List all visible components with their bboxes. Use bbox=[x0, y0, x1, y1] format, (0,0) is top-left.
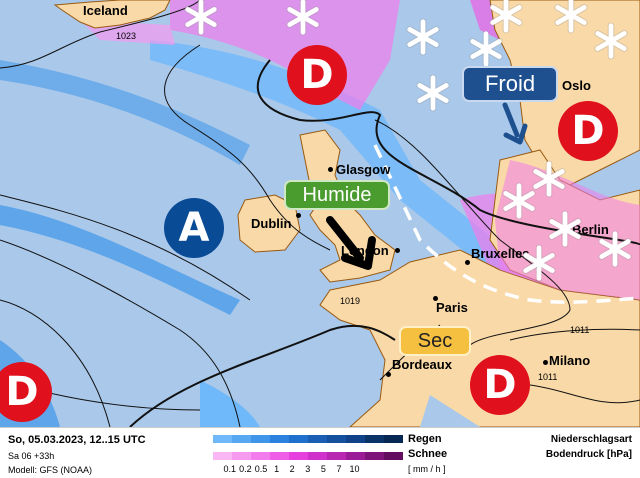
legend-title-pressure: Bodendruck [hPa] bbox=[545, 449, 632, 460]
city-label-milano: Milano bbox=[549, 353, 591, 368]
rain-color-scale bbox=[213, 435, 403, 443]
scale-swatch bbox=[308, 435, 327, 443]
city-dot bbox=[433, 296, 438, 301]
forecast-run: Sa 06 +33h bbox=[8, 451, 55, 461]
legend-panel: So, 05.03.2023, 12..15 UTC Sa 06 +33h Mo… bbox=[0, 427, 640, 478]
snow-color-scale bbox=[213, 452, 403, 460]
snow-icon bbox=[592, 22, 630, 60]
city-label-oslo: Oslo bbox=[562, 78, 591, 93]
forecast-date: So, 05.03.2023, 12..15 UTC bbox=[8, 434, 146, 446]
city-dot bbox=[465, 260, 470, 265]
snow-label: Schnee bbox=[408, 448, 448, 460]
city-dot bbox=[543, 360, 548, 365]
snow-icon bbox=[414, 74, 452, 112]
snow-icon bbox=[182, 0, 220, 36]
scale-tick: 0.5 bbox=[254, 464, 268, 474]
city-label-dublin: Dublin bbox=[251, 216, 292, 231]
snow-icon bbox=[487, 0, 525, 34]
scale-tick: 1 bbox=[274, 464, 280, 474]
scale-swatch bbox=[270, 452, 289, 460]
low-pressure-marker: D bbox=[470, 355, 530, 415]
scale-tick: 7 bbox=[336, 464, 342, 474]
scale-tick: 2 bbox=[289, 464, 295, 474]
unit-label: [ mm / h ] bbox=[408, 464, 446, 474]
city-dot bbox=[328, 167, 333, 172]
dry-badge: Sec bbox=[399, 326, 471, 356]
city-label-bordeaux: Bordeaux bbox=[392, 357, 452, 372]
scale-swatch bbox=[270, 435, 289, 443]
low-pressure-marker: D bbox=[0, 362, 52, 422]
scale-swatch bbox=[213, 452, 232, 460]
scale-swatch bbox=[289, 452, 308, 460]
city-dot bbox=[296, 213, 301, 218]
city-label-iceland: Iceland bbox=[83, 3, 128, 18]
isobar-label: 1011 bbox=[570, 325, 590, 335]
scale-swatch bbox=[346, 435, 365, 443]
isobar-label: 1019 bbox=[340, 296, 361, 306]
snow-icon bbox=[546, 210, 584, 248]
scale-swatch bbox=[251, 452, 270, 460]
low-pressure-marker: D bbox=[558, 101, 618, 161]
scale-swatch bbox=[327, 452, 346, 460]
scale-swatch bbox=[365, 452, 384, 460]
scale-tick: 5 bbox=[320, 464, 326, 474]
scale-swatch bbox=[365, 435, 384, 443]
snow-icon bbox=[500, 182, 538, 220]
cold-badge: Froid bbox=[462, 66, 558, 102]
snow-icon bbox=[284, 0, 322, 36]
low-pressure-marker: D bbox=[287, 45, 347, 105]
isobar-label: 1011 bbox=[538, 372, 558, 382]
city-dot bbox=[395, 248, 400, 253]
weather-map: Iceland 1023 Glasgow Dublin London Bruxe… bbox=[0, 0, 640, 427]
city-dot bbox=[386, 372, 391, 377]
scale-ticks: 0.1 0.2 0.5 1 2 3 5 7 10 bbox=[222, 464, 362, 474]
scale-tick: 3 bbox=[305, 464, 311, 474]
scale-swatch bbox=[232, 435, 251, 443]
city-label-london: London bbox=[341, 243, 389, 258]
scale-tick: 0.2 bbox=[239, 464, 252, 474]
isobar-label: 1023 bbox=[116, 31, 137, 41]
scale-swatch bbox=[232, 452, 251, 460]
city-label-berlin: Berlin bbox=[572, 222, 609, 237]
city-label-paris: Paris bbox=[436, 300, 468, 315]
scale-swatch bbox=[289, 435, 308, 443]
high-pressure-marker: A bbox=[164, 198, 224, 258]
snow-icon bbox=[552, 0, 590, 34]
scale-swatch bbox=[213, 435, 232, 443]
snow-icon bbox=[520, 244, 558, 282]
city-label-bruxelles: Bruxelles bbox=[471, 246, 530, 261]
scale-swatch bbox=[308, 452, 327, 460]
humid-badge: Humide bbox=[284, 180, 390, 210]
scale-swatch bbox=[327, 435, 346, 443]
model-name: Modell: GFS (NOAA) bbox=[8, 465, 93, 475]
scale-swatch bbox=[251, 435, 270, 443]
scale-swatch bbox=[346, 452, 365, 460]
snow-icon bbox=[596, 230, 634, 268]
snow-icon bbox=[467, 30, 505, 68]
legend-title-type: Niederschlagsart bbox=[550, 434, 632, 445]
scale-swatch bbox=[384, 452, 403, 460]
scale-tick: 10 bbox=[349, 464, 360, 474]
scale-tick: 0.1 bbox=[223, 464, 237, 474]
scale-swatch bbox=[384, 435, 403, 443]
snow-icon bbox=[404, 18, 442, 56]
rain-label: Regen bbox=[408, 433, 442, 445]
city-label-glasgow: Glasgow bbox=[336, 162, 391, 177]
